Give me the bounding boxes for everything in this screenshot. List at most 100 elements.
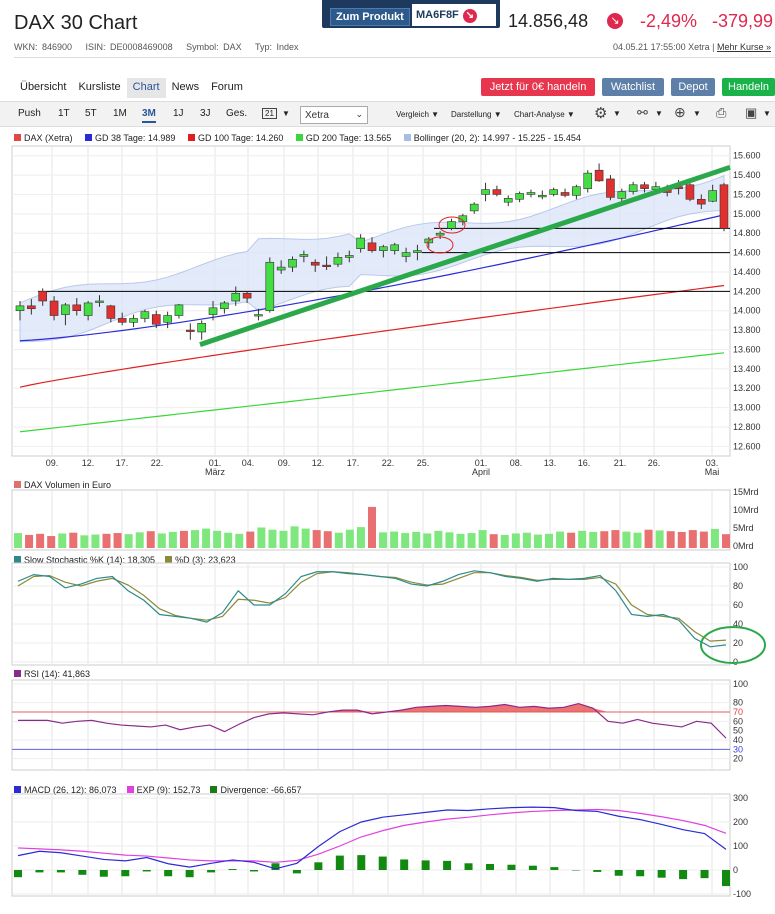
- x-tick-label: 12.: [82, 458, 95, 468]
- volume-bar: [379, 532, 388, 548]
- volume-bar: [423, 533, 432, 548]
- timestamp-text: 04.05.21 17:55:00 Xetra |: [613, 42, 715, 52]
- menu-chart-analyse[interactable]: Chart-Analyse ▼: [514, 110, 575, 119]
- divergence-bar: [421, 860, 430, 870]
- candle: [344, 255, 354, 258]
- exchange-value: Xetra: [305, 110, 329, 121]
- range-1j[interactable]: 1J: [173, 108, 184, 119]
- candle: [640, 184, 649, 189]
- y-tick-label: 100: [733, 679, 748, 689]
- volume-bar: [323, 531, 332, 548]
- share-icon[interactable]: ⚯: [637, 105, 648, 120]
- menu-darstellung[interactable]: Darstellung ▼: [451, 110, 502, 119]
- range-push[interactable]: Push: [18, 108, 41, 119]
- candle: [151, 314, 161, 325]
- candle: [469, 203, 479, 212]
- volume-bar: [146, 531, 155, 548]
- volume-bar: [611, 530, 620, 548]
- divergence-bar: [528, 865, 537, 870]
- volume-bar: [655, 530, 664, 548]
- volume-bar: [589, 531, 598, 548]
- legend-rsi-label: RSI (14): 41,863: [24, 669, 91, 679]
- volume-bar: [666, 531, 675, 548]
- y-tick-label: -100: [733, 889, 751, 899]
- range-ges[interactable]: Ges.: [226, 108, 248, 119]
- divergence-bar: [35, 870, 44, 873]
- candle: [617, 191, 627, 199]
- trade-button[interactable]: Jetzt für 0€ handeln: [481, 78, 595, 96]
- volume-bar: [345, 529, 354, 548]
- volume-bar: [80, 535, 89, 548]
- volume-bar: [102, 533, 111, 548]
- print-icon[interactable]: ⎙: [716, 105, 727, 120]
- y-tick-label: 80: [733, 698, 743, 708]
- menu-vergleich[interactable]: Vergleich ▼: [396, 110, 440, 119]
- y-tick-label: 14.000: [733, 306, 761, 316]
- y-tick-label: 50: [733, 726, 743, 736]
- y-tick-label: 14.600: [733, 248, 761, 258]
- promo-banner[interactable]: Zum Produkt MA6F8F ↘: [322, 0, 500, 28]
- legend-gd38: GD 38 Tage: 14.989: [95, 133, 176, 143]
- candle: [163, 315, 172, 323]
- x-tick-label: 21.: [614, 458, 627, 468]
- gear-icon[interactable]: ⚙: [594, 105, 608, 122]
- candle: [549, 189, 558, 195]
- volume-bar: [91, 534, 100, 548]
- chevron-down-icon[interactable]: ▼: [613, 109, 621, 118]
- volume-bar: [312, 530, 321, 548]
- macd-signal-line: [17, 808, 727, 863]
- more-quotes-link[interactable]: Mehr Kurse »: [716, 42, 771, 52]
- range-3j[interactable]: 3J: [200, 108, 211, 119]
- promo-code[interactable]: MA6F8F ↘: [412, 4, 496, 26]
- range-1m[interactable]: 1M: [113, 108, 127, 119]
- y-tick-label: 14.200: [733, 286, 761, 296]
- legend-main: DAX (Xetra) GD 38 Tage: 14.989 GD 100 Ta…: [14, 133, 581, 143]
- volume-bar: [578, 530, 587, 548]
- candle: [61, 304, 70, 315]
- panel-frame: [11, 793, 731, 897]
- highlight-circle: [438, 216, 466, 234]
- tab-news[interactable]: News: [171, 81, 200, 93]
- watchlist-button[interactable]: Watchlist: [602, 78, 664, 96]
- divergence-bar: [335, 855, 344, 870]
- handeln-button[interactable]: Handeln: [722, 78, 775, 96]
- range-1t[interactable]: 1T: [58, 108, 70, 119]
- candle: [129, 318, 138, 323]
- candle: [310, 261, 320, 266]
- chart-toolbar: Push 1T 5T 1M 3M 1J 3J Ges. 21 ▼ Xetra ⌄ …: [0, 101, 775, 127]
- volume-bar: [677, 531, 686, 548]
- zoom-icon[interactable]: ⊕: [674, 104, 686, 120]
- candle: [322, 264, 331, 267]
- tab-uebersicht[interactable]: Übersicht: [20, 81, 67, 93]
- panel-frame: [11, 145, 731, 457]
- chevron-down-icon[interactable]: ▼: [693, 109, 701, 118]
- candle: [390, 244, 400, 251]
- legend-gd200: GD 200 Tage: 13.565: [305, 133, 392, 143]
- legend-dax: DAX (Xetra): [24, 133, 73, 143]
- tab-forum[interactable]: Forum: [211, 81, 243, 93]
- tab-chart[interactable]: Chart: [126, 78, 166, 98]
- divergence-bar: [550, 867, 559, 870]
- x-tick-label: 26.: [648, 458, 661, 468]
- tab-kursliste[interactable]: Kursliste: [78, 81, 121, 93]
- volume-bar: [511, 533, 520, 548]
- volume-bar: [522, 532, 531, 548]
- range-3m[interactable]: 3M: [142, 108, 156, 123]
- candle: [140, 311, 150, 319]
- chevron-down-icon[interactable]: ▼: [763, 109, 771, 118]
- legend-volume-label: DAX Volumen in Euro: [24, 480, 112, 490]
- chevron-down-icon[interactable]: ▼: [282, 109, 290, 118]
- promo-button[interactable]: Zum Produkt: [330, 8, 410, 26]
- candle: [288, 259, 297, 268]
- volume-bar: [246, 531, 255, 548]
- chevron-down-icon[interactable]: ▼: [655, 109, 663, 118]
- depot-button[interactable]: Depot: [671, 78, 715, 96]
- exchange-select[interactable]: Xetra ⌄: [300, 106, 368, 124]
- arrow-down-icon: ↘: [462, 9, 477, 23]
- save-icon[interactable]: ▣: [745, 105, 758, 120]
- range-5t[interactable]: 5T: [85, 108, 97, 119]
- legend-swatch-exp: [126, 786, 134, 793]
- x-tick-label: 08.: [510, 458, 523, 468]
- calendar-icon[interactable]: 21: [262, 108, 277, 119]
